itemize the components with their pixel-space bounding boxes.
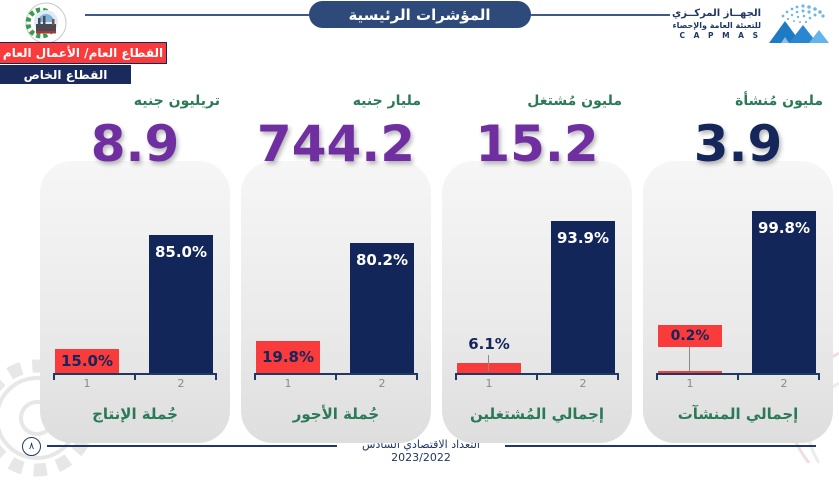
axis-tick	[416, 375, 418, 380]
legend-private-sector: القطاع الخاص	[0, 65, 131, 84]
bar-value-label: 85.0%	[154, 243, 208, 261]
axis-tick	[335, 375, 337, 380]
label-leader-line	[689, 347, 690, 371]
capmas-name-line3: C A P M A S	[679, 30, 761, 40]
bar-value-label: 99.8%	[757, 219, 811, 237]
indicator-panel-wages: مليار جنيه 744.2 19.8% 80.2% 1 2 جُملة ال…	[241, 93, 431, 443]
category-labels: 1 2	[656, 377, 820, 393]
chart-plot: 15.0% 85.0%	[53, 197, 217, 380]
axis-tick	[215, 375, 217, 380]
page-number-badge: ٨	[22, 437, 41, 456]
indicator-card: 0.2% 99.8% 1 2 إجمالي المنشآت	[643, 161, 833, 443]
census-emblem-icon	[25, 2, 67, 44]
category-1: 1	[83, 377, 91, 390]
bar-value-label: 15.0%	[60, 352, 114, 370]
legend-public-sector: القطاع العام/ الأعمال العام	[0, 42, 167, 64]
panel-title: إجمالي المنشآت	[677, 405, 799, 423]
bar-value-callout: 0.2%	[658, 325, 722, 347]
big-value: 3.9	[693, 115, 783, 173]
chart-plot: 6.1% 93.9%	[455, 197, 619, 380]
panel-title: إجمالي المُشتغلين	[469, 405, 605, 423]
big-value: 8.9	[90, 115, 180, 173]
capmas-name-line2: للتعبئة العامة والإحصاء	[672, 20, 762, 30]
private-sector-bar: 93.9%	[551, 221, 615, 373]
unit-label: مليون مُشتغل	[527, 93, 622, 109]
capmas-logo: الجهــاز المركــزي للتعبئة العامة والإحص…	[672, 3, 833, 45]
axis-tick	[656, 375, 658, 380]
category-labels: 1 2	[254, 377, 418, 393]
public-sector-bar: 15.0%	[55, 349, 119, 373]
unit-label: تريليون جنيه	[133, 93, 220, 109]
bar-value-label: 80.2%	[355, 251, 409, 269]
legend: القطاع العام/ الأعمال العام القطاع الخاص	[0, 42, 167, 84]
chart-plot: 0.2% 99.8%	[656, 197, 820, 380]
indicator-panel-production: تريليون جنيه 8.9 15.0% 85.0% 1 2 جُملة ال…	[40, 93, 230, 443]
capmas-pyramids-icon	[769, 4, 829, 43]
footer-line-right	[505, 445, 816, 447]
axis-tick	[737, 375, 739, 380]
indicator-panels: تريليون جنيه 8.9 15.0% 85.0% 1 2 جُملة ال…	[40, 93, 835, 443]
private-sector-bar: 80.2%	[350, 243, 414, 373]
footer-line-left	[47, 445, 337, 447]
private-sector-bar: 85.0%	[149, 235, 213, 373]
public-sector-bar	[658, 371, 722, 373]
public-sector-bar	[457, 363, 521, 373]
category-2: 2	[378, 377, 386, 390]
panel-title: جُملة الإنتاج	[92, 405, 178, 423]
capmas-name-line1: الجهــاز المركــزي	[672, 8, 761, 20]
category-2: 2	[177, 377, 185, 390]
bar-value-label: 6.1%	[468, 335, 510, 353]
unit-label: مليار جنيه	[352, 93, 421, 109]
axis-tick	[455, 375, 457, 380]
category-labels: 1 2	[53, 377, 217, 393]
label-leader-line	[488, 355, 489, 371]
panel-title: جُملة الأجور	[292, 405, 380, 423]
bar-value-label: 19.8%	[261, 348, 315, 366]
category-2: 2	[780, 377, 788, 390]
indicator-card: 15.0% 85.0% 1 2 جُملة الإنتاج	[40, 161, 230, 443]
unit-label: مليون مُنشأة	[735, 93, 823, 109]
category-labels: 1 2	[455, 377, 619, 393]
category-1: 1	[485, 377, 493, 390]
axis-tick	[134, 375, 136, 380]
big-value: 15.2	[475, 115, 599, 173]
category-1: 1	[686, 377, 694, 390]
page-title-text: المؤشرات الرئيسية	[348, 5, 491, 24]
page-title: المؤشرات الرئيسية	[308, 1, 531, 28]
axis-tick	[254, 375, 256, 380]
indicator-card: 6.1% 93.9% 1 2 إجمالي المُشتغلين	[442, 161, 632, 443]
indicator-panel-establishments: مليون مُنشأة 3.9 0.2% 99.8% 1 2 إجمالي ال…	[643, 93, 833, 443]
category-1: 1	[284, 377, 292, 390]
indicator-panel-workers: مليون مُشتغل 15.2 6.1% 93.9% 1 2 إجمالي ا…	[442, 93, 632, 443]
private-sector-bar: 99.8%	[752, 211, 816, 373]
footer: ٨ التعداد الاقتصادي السادس 2023/2022	[0, 437, 839, 464]
big-value: 744.2	[256, 115, 416, 173]
indicator-card: 19.8% 80.2% 1 2 جُملة الأجور	[241, 161, 431, 443]
chart-plot: 19.8% 80.2%	[254, 197, 418, 380]
economic-census-logo	[20, 2, 72, 54]
axis-tick	[536, 375, 538, 380]
bar-value-label: 93.9%	[556, 229, 610, 247]
axis-tick	[617, 375, 619, 380]
public-sector-bar: 19.8%	[256, 341, 320, 373]
category-2: 2	[579, 377, 587, 390]
